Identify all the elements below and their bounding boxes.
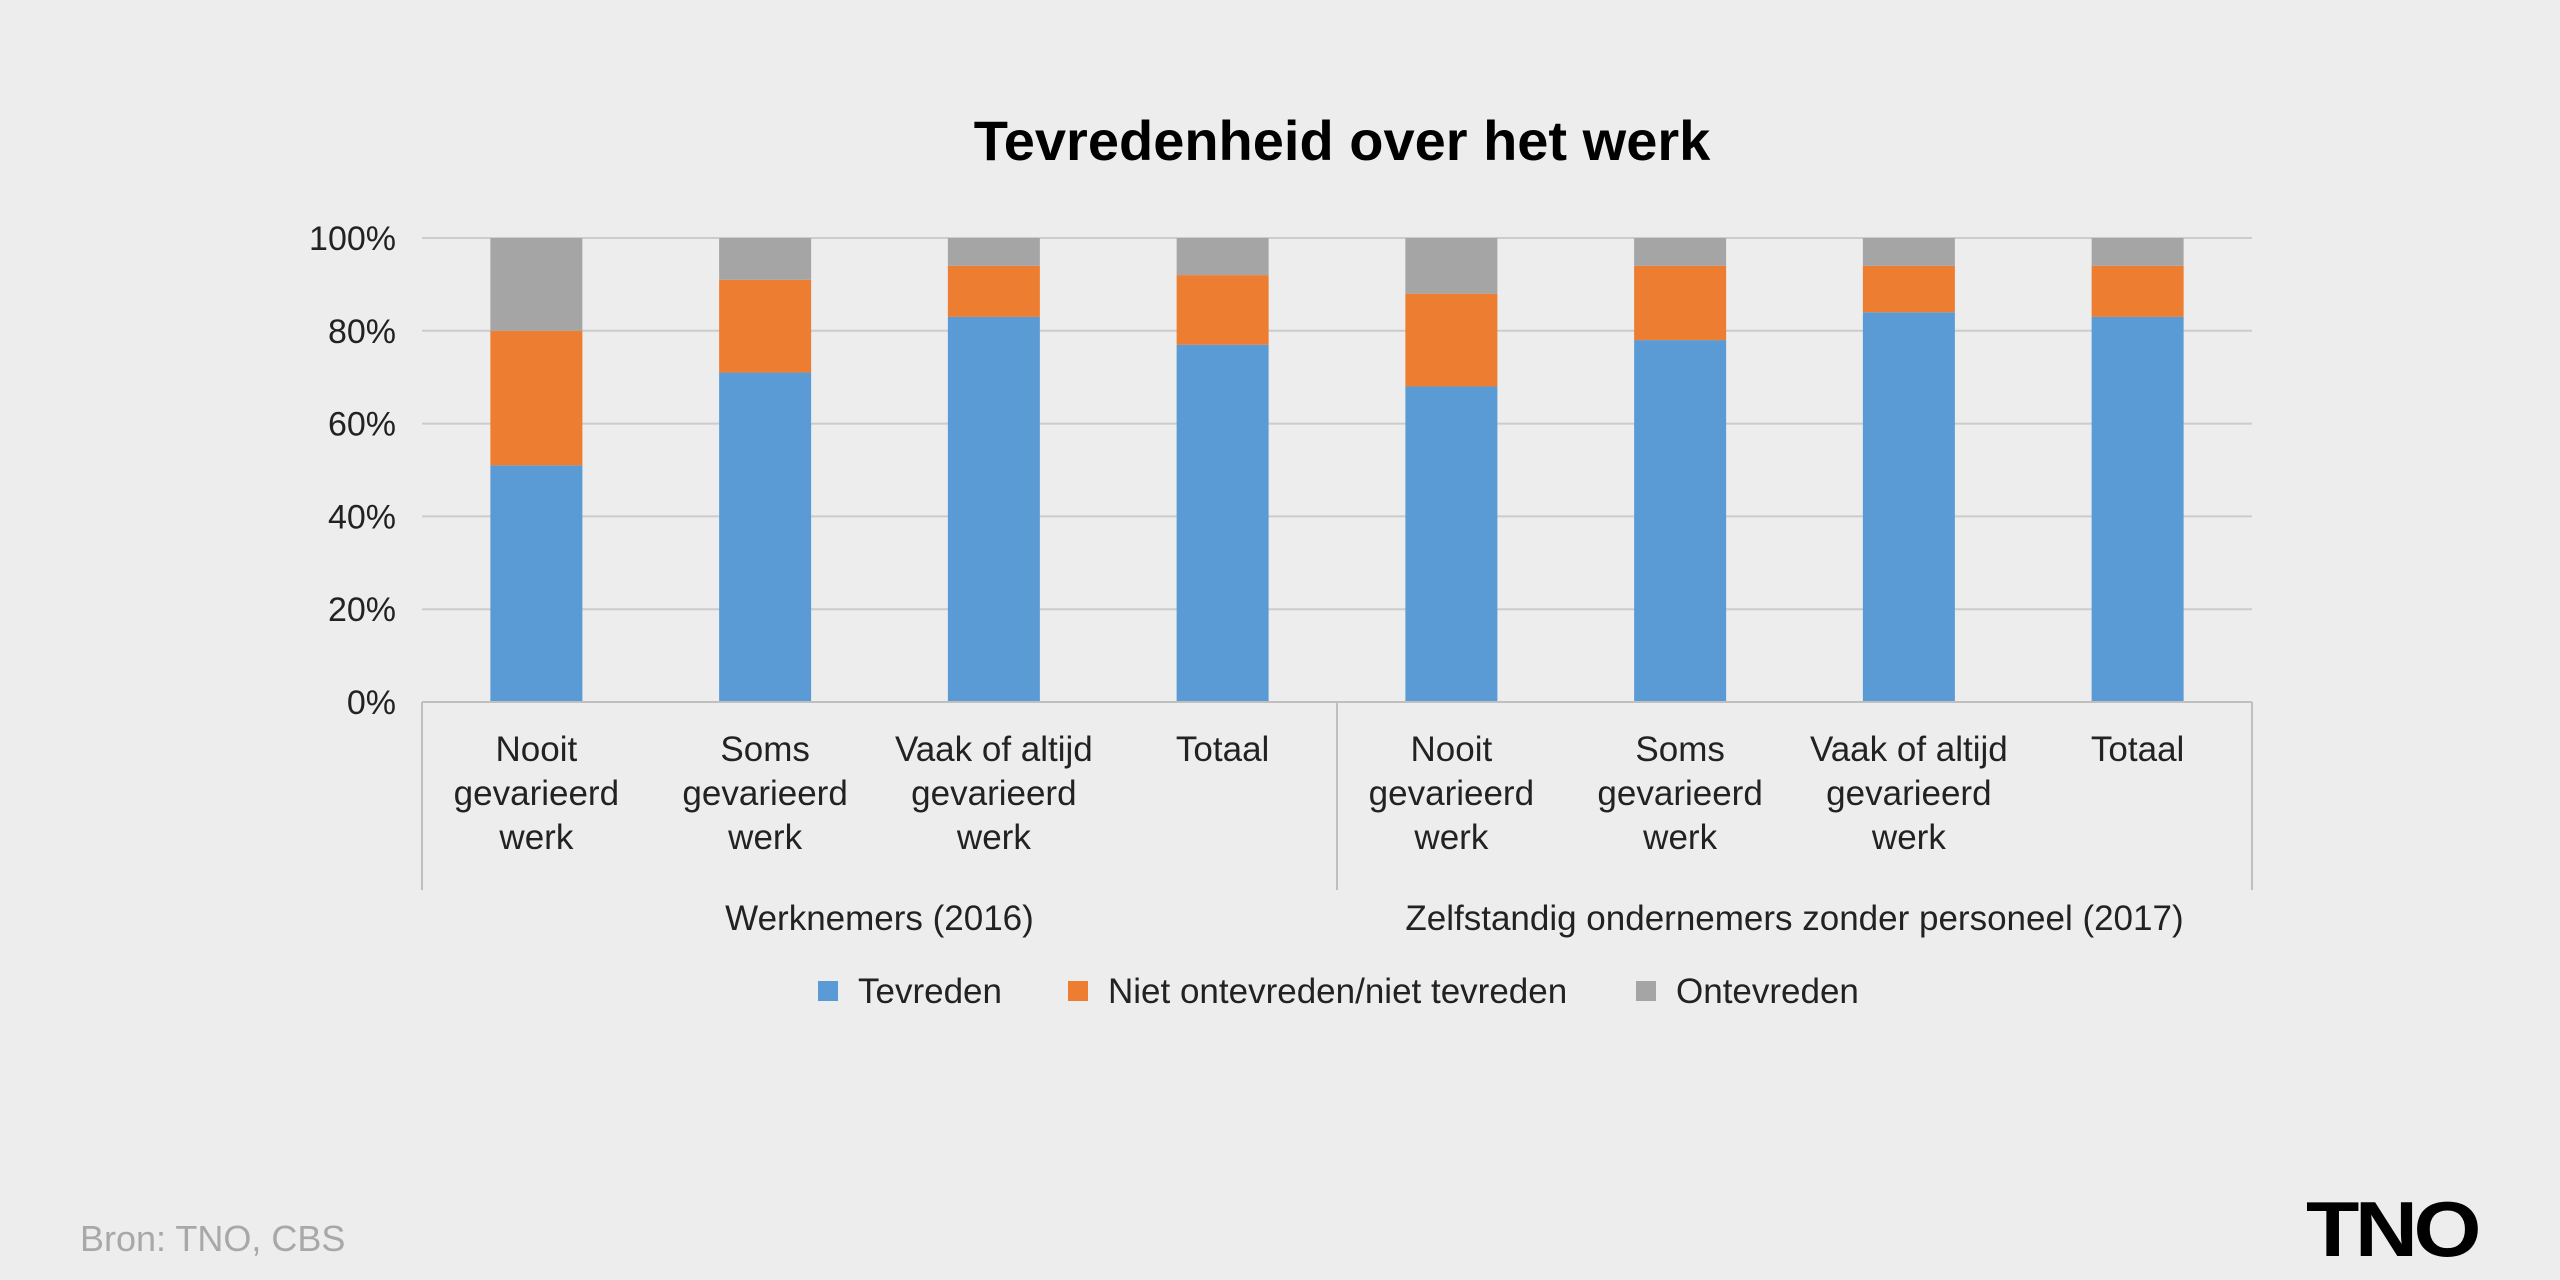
gridlines	[422, 237, 2252, 611]
y-tick-label: 0%	[347, 684, 396, 722]
y-axis-ticks: 0% 20% 40% 60% 80% 100%	[309, 220, 396, 722]
bar-segment	[947, 316, 1040, 702]
bar-segment	[2091, 316, 2184, 702]
x-category-label: Totaal	[1176, 730, 1269, 769]
x-category-label: Vaak of altijd gevarieerd werk	[1810, 730, 2008, 857]
y-tick-label: 60%	[328, 406, 396, 444]
y-tick-label: 80%	[328, 313, 396, 351]
bar-segment	[1634, 265, 1727, 341]
bar-segment	[2091, 238, 2184, 266]
bar-segment	[947, 238, 1040, 266]
bar-segment	[1862, 265, 1955, 313]
legend-label: Tevreden	[858, 972, 1002, 1011]
bar-segment	[719, 238, 812, 280]
bar-segment	[1862, 238, 1955, 266]
bar-segment	[1176, 275, 1269, 345]
bar-segment	[1634, 238, 1727, 266]
bar-segment	[490, 465, 583, 702]
bar-segment	[719, 372, 812, 702]
bar-segment	[490, 330, 583, 466]
legend: Tevreden Niet ontevreden/niet tevreden Ont…	[818, 972, 1859, 1011]
x-category-label: Soms gevarieerd werk	[682, 730, 847, 857]
x-category-label: Nooit gevarieerd werk	[1369, 730, 1534, 857]
bar-segment	[1405, 238, 1498, 294]
bar-segment	[1634, 340, 1727, 702]
x-axis	[421, 701, 2253, 890]
x-group-label: Zelfstandig ondernemers zonder personeel…	[1405, 899, 2183, 938]
legend-label: Niet ontevreden/niet tevreden	[1108, 972, 1567, 1011]
x-axis-categories: Nooit gevarieerd werk Soms gevarieerd werk Vaa…	[454, 730, 2185, 857]
bar-segment	[1862, 312, 1955, 702]
source-note: Bron: TNO, CBS	[80, 1218, 346, 1259]
x-group-label: Werknemers (2016)	[725, 899, 1034, 938]
y-tick-label: 100%	[309, 220, 396, 258]
x-category-label: Nooit gevarieerd werk	[454, 730, 619, 857]
chart-title: Tevredenheid over het werk	[974, 109, 1711, 172]
x-axis-groups: Werknemers (2016) Zelfstandig ondernemers…	[725, 899, 2183, 938]
bar-segment	[2091, 265, 2184, 317]
x-category-label: Totaal	[2091, 730, 2184, 769]
bar-segment	[490, 238, 583, 331]
legend-swatch	[818, 981, 838, 1001]
y-tick-label: 40%	[328, 498, 396, 536]
bars	[490, 238, 2184, 702]
x-category-label: Vaak of altijd gevarieerd werk	[895, 730, 1093, 857]
bar-segment	[947, 265, 1040, 317]
x-category-label: Soms gevarieerd werk	[1597, 730, 1762, 857]
bar-segment	[1405, 293, 1498, 387]
legend-swatch	[1068, 981, 1088, 1001]
legend-swatch	[1636, 981, 1656, 1001]
bar-segment	[719, 279, 812, 373]
bar-segment	[1176, 238, 1269, 276]
bar-segment	[1405, 386, 1498, 702]
tno-logo: TNO	[2306, 1185, 2481, 1273]
legend-label: Ontevreden	[1676, 972, 1859, 1011]
bar-segment	[1176, 344, 1269, 702]
y-tick-label: 20%	[328, 591, 396, 629]
